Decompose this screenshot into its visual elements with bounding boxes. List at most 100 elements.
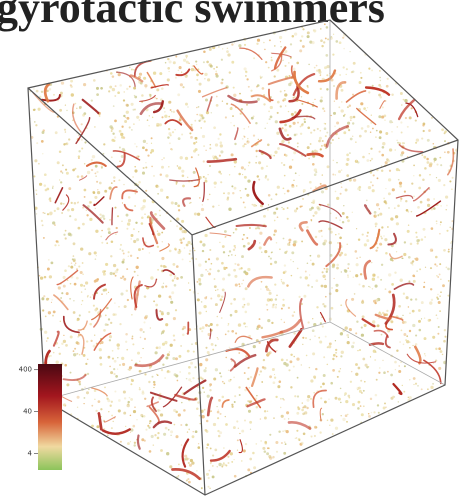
particle [338,398,341,401]
filament [394,284,413,290]
particle [282,431,283,432]
filament [394,384,402,394]
particle [227,192,230,195]
particle [279,36,282,39]
particle [120,133,123,136]
particle [312,102,313,103]
particle [185,103,188,106]
particle [227,325,228,326]
particle [133,444,135,446]
particle [383,407,386,410]
particle [427,204,430,207]
filament [184,381,205,394]
particle [63,143,65,145]
particle [265,61,267,63]
particle [276,132,279,135]
particle [274,151,277,154]
particle [167,136,169,138]
particle [75,103,77,105]
particle [433,143,435,145]
particle [118,399,121,402]
particle [444,132,446,134]
particle [357,401,360,404]
particle [134,169,137,172]
particle [243,234,245,236]
particle [206,473,209,476]
particle [225,465,227,467]
particle [178,137,181,140]
particle [285,443,287,445]
particle [51,262,54,265]
particle [193,431,194,432]
particle [217,337,218,338]
particle [110,322,112,324]
filament [170,180,200,182]
particle [115,85,117,87]
particle [224,230,227,233]
particle [84,196,86,198]
particle [71,208,74,211]
particle [123,115,125,117]
particle [335,40,338,43]
particle [286,284,288,286]
particle [276,69,279,72]
particle [282,398,284,400]
particle [230,107,233,110]
particle [326,26,329,29]
particle [323,374,326,377]
particle [268,204,269,205]
particle [36,194,37,195]
particle [364,381,366,383]
particle [346,68,348,70]
particle [285,252,286,253]
particle [325,336,327,338]
particle [407,126,409,128]
particle [81,304,82,305]
particle [339,237,342,240]
particle [347,267,349,269]
particle [168,116,170,118]
particle [336,121,339,124]
particle [228,323,230,325]
particle [197,298,200,301]
particle [168,429,170,431]
particle [65,237,67,239]
particle [408,280,410,282]
particle [39,183,42,186]
particle [212,205,214,207]
particle [48,259,50,261]
particle [148,381,150,383]
particle [389,120,392,123]
particle [167,353,170,356]
particle [113,373,115,375]
particle [61,343,63,345]
particle [187,431,188,432]
particle [399,182,402,185]
particle [288,239,291,242]
particle [290,259,292,261]
particle [149,450,152,453]
particle [50,355,52,357]
particle [285,105,286,106]
particle [144,213,146,215]
particle [159,72,162,75]
particle [333,278,334,279]
particle [296,437,297,438]
particle [267,178,269,180]
particle [91,405,93,407]
particle [259,374,260,375]
particle [352,122,354,124]
colorbar-ticks: 400404 [19,366,38,458]
particle [169,60,172,63]
particle [188,366,191,369]
particle [296,185,298,187]
particle [274,45,276,47]
particle [134,271,136,273]
particle [415,258,418,261]
particle [121,221,122,222]
particle [81,175,84,178]
particle [371,158,373,160]
particle [288,62,290,64]
particle [207,395,210,398]
particle [112,88,115,91]
